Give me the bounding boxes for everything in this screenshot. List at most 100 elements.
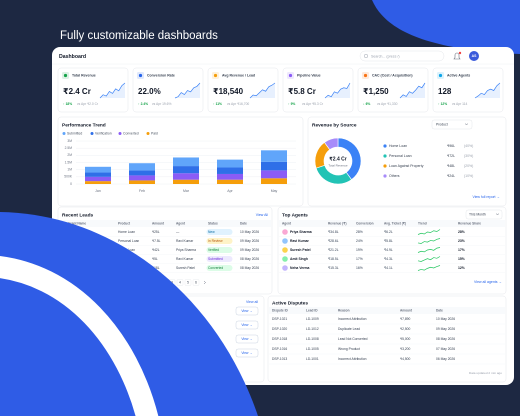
bar [129, 163, 155, 171]
column-header: Avg. Ticket (₹) [384, 222, 406, 226]
kpi-compare: vs Apr ₹1,330 [377, 102, 398, 106]
table-cell: LD-1009 [306, 317, 319, 321]
table-cell: 09 May 2026 [436, 327, 455, 331]
x-tick-label: May [271, 189, 278, 193]
table-cell: ₹3,200 [400, 347, 411, 351]
table-cell: 09 May 2026 [240, 239, 259, 243]
link[interactable]: View full report → [472, 195, 500, 199]
sparkline [417, 247, 441, 253]
view-button[interactable] [235, 334, 259, 344]
legend-swatch [383, 174, 387, 178]
kpi-compare: vs Apr ₹16,700 [227, 102, 249, 106]
search-icon [363, 53, 369, 59]
dropdown[interactable] [431, 119, 473, 130]
bell-icon[interactable] [453, 52, 461, 60]
table-cell: 07 May 2026 [436, 347, 455, 351]
pagination-next[interactable] [203, 280, 206, 285]
table-cell: 12% [458, 266, 465, 270]
table-cell: 09 May 2026 [240, 248, 259, 252]
legend-label: Converted [123, 132, 139, 136]
kpi-card [132, 67, 204, 113]
panel-title: Revenue by Source [312, 122, 357, 128]
chevron [495, 213, 500, 216]
table-cell: In Review [208, 239, 223, 243]
sparkline [174, 82, 201, 99]
table-cell: ₹25L [152, 230, 160, 234]
sparkline-area [400, 83, 425, 98]
bar [261, 178, 287, 184]
search-box[interactable] [359, 50, 445, 62]
table-cell: — [176, 230, 180, 234]
dropdown[interactable] [465, 209, 503, 220]
accent-wave [0, 212, 258, 416]
kpi-card [357, 67, 429, 113]
foreground-shapes [0, 212, 258, 416]
kpi-value: ₹18,540 [213, 87, 244, 96]
legend-amount: ₹72L [447, 154, 455, 158]
view-button[interactable] [235, 348, 259, 358]
kpi-change: ↓ 6% [363, 102, 370, 106]
table-cell: ₹4.9L [384, 248, 393, 252]
y-tick-label: 2.5M [65, 146, 73, 150]
legend-amount: ₹24L [447, 174, 455, 178]
panel-title: Top Agents [282, 212, 308, 218]
agent-name: Amit Singh [290, 257, 308, 261]
notification-dot [458, 51, 462, 55]
table-cell: 16% [356, 266, 363, 270]
bar [129, 180, 155, 184]
bar [261, 161, 287, 171]
link[interactable]: View All [256, 213, 268, 217]
column-header: Reason [338, 309, 350, 313]
kpi-icon-dot [63, 73, 68, 78]
avatar-initials: AS [472, 54, 477, 58]
legend-swatch [90, 132, 94, 135]
view-button[interactable] [235, 306, 259, 316]
table-cell: 06 May 2026 [436, 357, 455, 361]
legend-percent: (40%) [464, 144, 473, 148]
sparkline [249, 82, 276, 99]
bar [217, 159, 243, 168]
y-tick-label: 0 [70, 182, 72, 186]
table-cell: Priya Sharma [176, 248, 196, 252]
kpi-card [432, 67, 504, 113]
kpi-compare: vs Apr ₹5.3 Cr [302, 102, 324, 106]
table-cell: ₹4.3L [384, 257, 393, 261]
bar [85, 176, 111, 182]
view-button[interactable] [235, 320, 259, 330]
page-number: 5 [187, 281, 189, 285]
panel [307, 116, 507, 207]
kpi-label: Conversion Rate [147, 74, 175, 78]
table-cell: 08 May 2026 [240, 257, 259, 261]
legend-amount: ₹96L [447, 144, 455, 148]
page-button[interactable] [184, 279, 192, 286]
agent-name: Ravi Kumar [290, 239, 310, 243]
y-tick-label: 1M [67, 168, 72, 172]
kpi-change: ↑ 12% [438, 102, 447, 106]
donut-center-value: ₹2.4 Cr [329, 156, 346, 162]
link[interactable]: View all agents → [474, 280, 502, 284]
table-cell: 17% [356, 257, 363, 261]
sparkline [99, 82, 126, 99]
status-pill [206, 265, 233, 271]
kpi-icon-dot [288, 73, 293, 78]
column-header: Lead ID [306, 309, 318, 313]
agent-avatar [282, 238, 288, 244]
bar [85, 166, 111, 173]
table-cell: Personal Loan [118, 239, 139, 243]
table-cell: 17% [458, 248, 465, 252]
link[interactable]: View all [246, 300, 258, 304]
agent-avatar [282, 229, 288, 235]
page-button[interactable] [176, 279, 184, 286]
table-cell: LD-1001 [306, 357, 319, 361]
status-pill [206, 229, 233, 235]
avatar[interactable] [469, 51, 479, 61]
dropdown-label: This Month [469, 213, 486, 217]
table-cell: 19% [356, 248, 363, 252]
table-cell: 28% [458, 230, 465, 234]
bar [173, 173, 199, 180]
page-button[interactable] [192, 279, 200, 286]
agent-name: Neha Verma [290, 266, 310, 270]
table-cell: Ravi Kumar [176, 239, 194, 243]
kpi-change: ↑ 11% [213, 102, 222, 106]
table-cell: Verified [208, 248, 219, 252]
